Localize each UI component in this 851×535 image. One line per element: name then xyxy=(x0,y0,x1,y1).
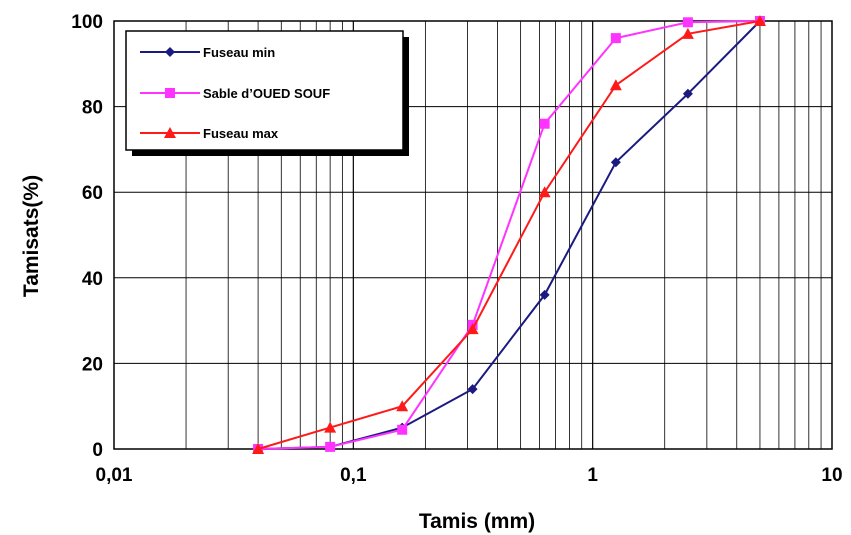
data-point xyxy=(753,15,766,26)
y-tick-label: 60 xyxy=(82,183,103,204)
data-point xyxy=(466,323,479,335)
x-axis-title: Tamis (mm) xyxy=(419,510,535,533)
data-point xyxy=(539,289,550,300)
x-tick-label: 0,01 xyxy=(96,465,133,486)
legend-marker xyxy=(165,47,175,57)
data-point xyxy=(324,421,337,433)
data-point xyxy=(610,33,621,44)
x-tick-label: 0,1 xyxy=(340,465,367,486)
data-point xyxy=(538,186,551,198)
data-point xyxy=(681,27,694,39)
legend: Fuseau min Sable d’OUED SOUF Fuseau max xyxy=(125,30,409,156)
y-tick-label: 100 xyxy=(71,12,103,33)
series-layer xyxy=(252,15,766,454)
data-point xyxy=(396,400,409,412)
y-tick-label: 20 xyxy=(82,354,103,375)
data-point xyxy=(252,443,265,454)
legend-marker xyxy=(164,127,176,138)
data-point xyxy=(467,384,478,395)
data-point xyxy=(682,88,693,99)
x-tick-label: 10 xyxy=(821,465,842,486)
legend-label: Sable d’OUED SOUF xyxy=(203,86,330,101)
legend-label: Fuseau min xyxy=(203,45,275,60)
series-2 xyxy=(252,15,766,454)
series-line xyxy=(258,20,761,450)
data-point xyxy=(325,441,336,452)
legend-items: Fuseau min Sable d’OUED SOUF Fuseau max xyxy=(140,45,330,141)
legend-marker xyxy=(165,88,175,98)
y-tick-label: 80 xyxy=(82,98,103,119)
series-line xyxy=(257,20,761,450)
y-tick-label: 40 xyxy=(82,269,103,290)
legend-label: Fuseau max xyxy=(203,126,279,141)
data-point xyxy=(539,118,550,129)
y-axis-title: Tamisats(%) xyxy=(20,175,43,297)
data-point xyxy=(609,79,622,91)
data-point xyxy=(397,424,408,435)
data-point xyxy=(682,17,693,28)
y-tick-label: 0 xyxy=(92,440,103,461)
x-tick-label: 1 xyxy=(587,465,598,486)
data-point xyxy=(610,157,621,168)
